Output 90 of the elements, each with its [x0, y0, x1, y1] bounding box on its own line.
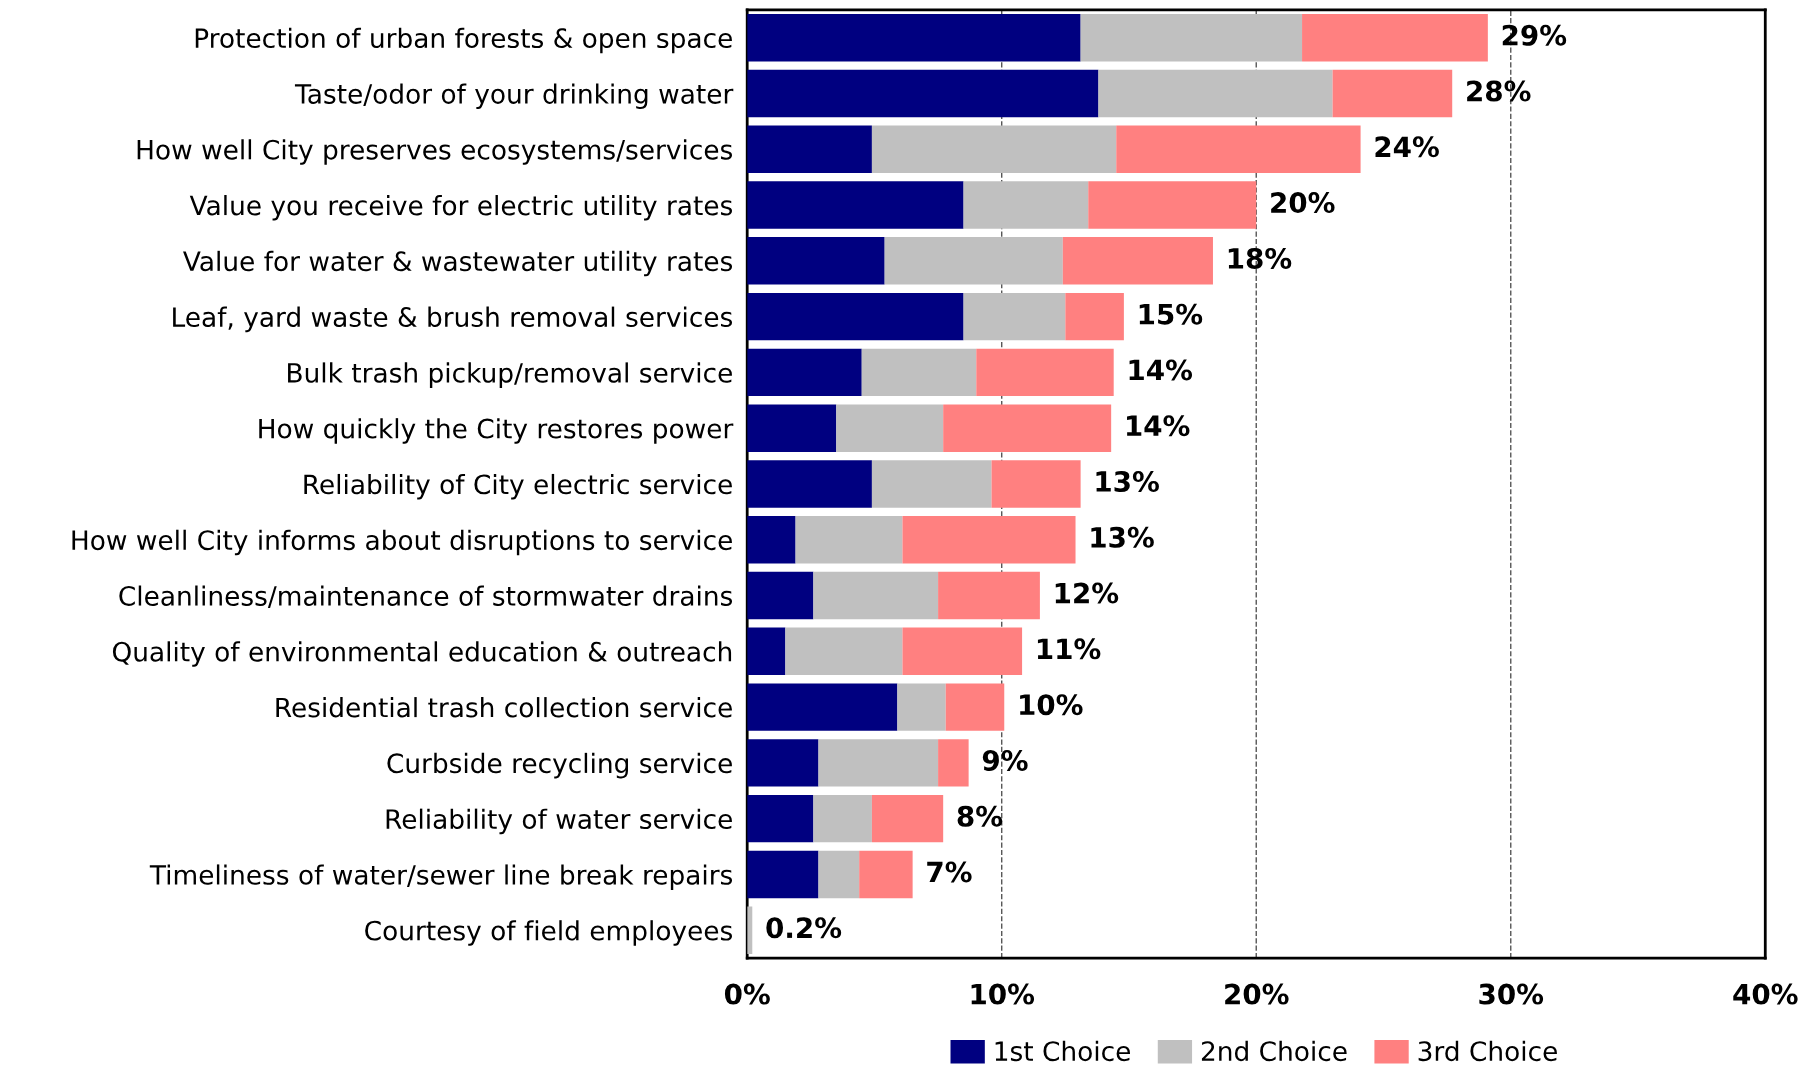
bar [785, 627, 903, 676]
bar [747, 13, 1081, 62]
bar [902, 516, 1076, 564]
bar [1302, 13, 1488, 62]
bar [747, 571, 814, 620]
y-tick-label: Leaf, yard waste & brush removal services [173, 306, 733, 333]
bar [747, 69, 1099, 118]
total-label: 7% [927, 861, 972, 883]
bar [963, 292, 1066, 341]
total-label: 18% [1228, 247, 1292, 269]
bar [813, 794, 872, 843]
bar [747, 516, 796, 564]
bar [945, 683, 1005, 731]
total-label: 12% [1055, 582, 1119, 604]
y-tick-label: Cleanliness/maintenance of stormwater drains [119, 585, 733, 608]
total-label: 28% [1467, 80, 1531, 102]
legend-label: 2nd Choice [1201, 1040, 1347, 1062]
x-tick-label: 30% [1479, 983, 1544, 1005]
y-tick-label: Bulk trash pickup/removal service [288, 362, 732, 388]
bar [943, 404, 1112, 452]
y-tick-label: Quality of environmental education & outreach [112, 641, 732, 667]
total-label: 13% [1096, 471, 1159, 493]
total-label: 11% [1037, 638, 1101, 660]
bar [1116, 125, 1361, 173]
bar [747, 683, 898, 731]
x-tick-label: 20% [1225, 983, 1289, 1005]
bar [976, 348, 1114, 397]
bar [963, 181, 1089, 229]
bar [747, 348, 862, 397]
legend-label: 3rd Choice [1418, 1040, 1557, 1062]
bar [871, 460, 992, 508]
bar [861, 348, 977, 397]
y-tick-label: Courtesy of field employees [365, 920, 733, 946]
y-tick-label: Reliability of water service [386, 808, 732, 835]
bar [1080, 13, 1303, 62]
y-tick-label: Timeliness of water/sewer line break repairs [149, 864, 733, 890]
total-label: 29% [1502, 24, 1567, 46]
x-tick-label: 0% [724, 983, 770, 1005]
total-label: 0.2% [766, 917, 842, 939]
total-label: 8% [957, 805, 1003, 827]
bar [1062, 237, 1213, 285]
total-label: 9% [982, 749, 1028, 771]
bar [747, 627, 786, 676]
bar [795, 516, 903, 564]
y-tick-label: Protection of urban forests & open space [195, 27, 732, 54]
bar [902, 627, 1023, 676]
bar [884, 237, 1063, 285]
total-label: 15% [1139, 303, 1203, 325]
y-tick-label: Value for water & wastewater utility rates [183, 250, 733, 277]
bar [991, 460, 1081, 508]
total-label: 10% [1020, 694, 1083, 716]
y-tick-label: How well City informs about disruptions to service [72, 529, 732, 556]
total-label: 13% [1091, 526, 1154, 548]
bar [1065, 292, 1124, 341]
y-tick-label: How well City preserves ecosystems/services [137, 139, 733, 165]
bar [897, 683, 946, 731]
total-label: 14% [1127, 415, 1190, 437]
bar [747, 125, 872, 173]
y-tick-label: How quickly the City restores power [259, 418, 734, 444]
total-label: 14% [1129, 359, 1193, 381]
bar [1088, 181, 1257, 229]
bar [836, 404, 944, 452]
bar [747, 404, 837, 452]
bar [747, 181, 964, 229]
bar [747, 292, 964, 341]
bar [747, 739, 819, 787]
bar [747, 850, 819, 899]
x-tick-label: 40% [1733, 983, 1798, 1005]
bar [747, 237, 885, 285]
bar [813, 571, 939, 620]
y-tick-label: Value you receive for electric utility rates [189, 195, 733, 221]
bar [747, 794, 814, 843]
legend-label: 1st Choice [995, 1040, 1130, 1062]
bar [871, 125, 1117, 173]
x-tick-label: 10% [971, 983, 1035, 1005]
bar [747, 460, 872, 508]
y-tick-label: Taste/odor of your drinking water [294, 83, 734, 109]
bar [1332, 69, 1453, 118]
bar [871, 794, 944, 843]
total-label: 20% [1271, 192, 1335, 214]
bar [938, 571, 1040, 620]
y-tick-label: Reliability of City electric service [304, 473, 732, 500]
total-label: 24% [1375, 136, 1439, 158]
bar [1098, 69, 1333, 118]
bar [818, 850, 860, 899]
bar [938, 739, 969, 787]
bar [859, 850, 913, 899]
bar [818, 739, 939, 787]
y-tick-label: Curbside recycling service [387, 752, 732, 779]
y-tick-label: Residential trash collection service [276, 697, 732, 718]
